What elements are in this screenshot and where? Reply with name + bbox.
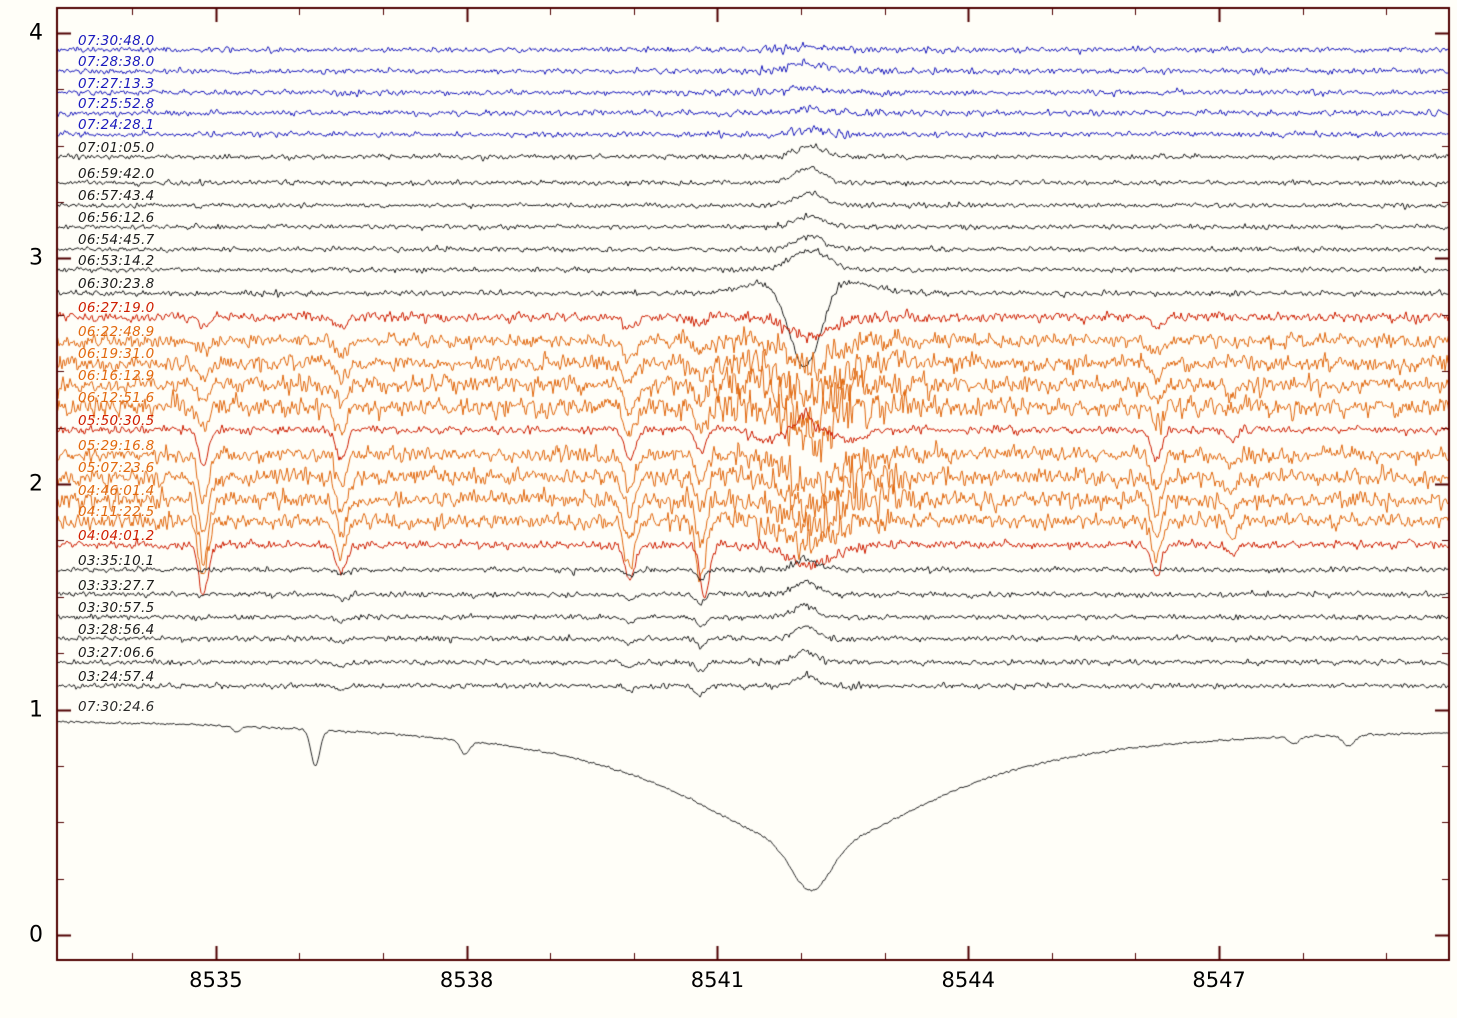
- spectra-plot-canvas: [0, 0, 1457, 1018]
- spectra-figure: 07:30:48.0 07:28:38.0 07:27:13.3 07:25:52.8…: [0, 0, 1457, 1018]
